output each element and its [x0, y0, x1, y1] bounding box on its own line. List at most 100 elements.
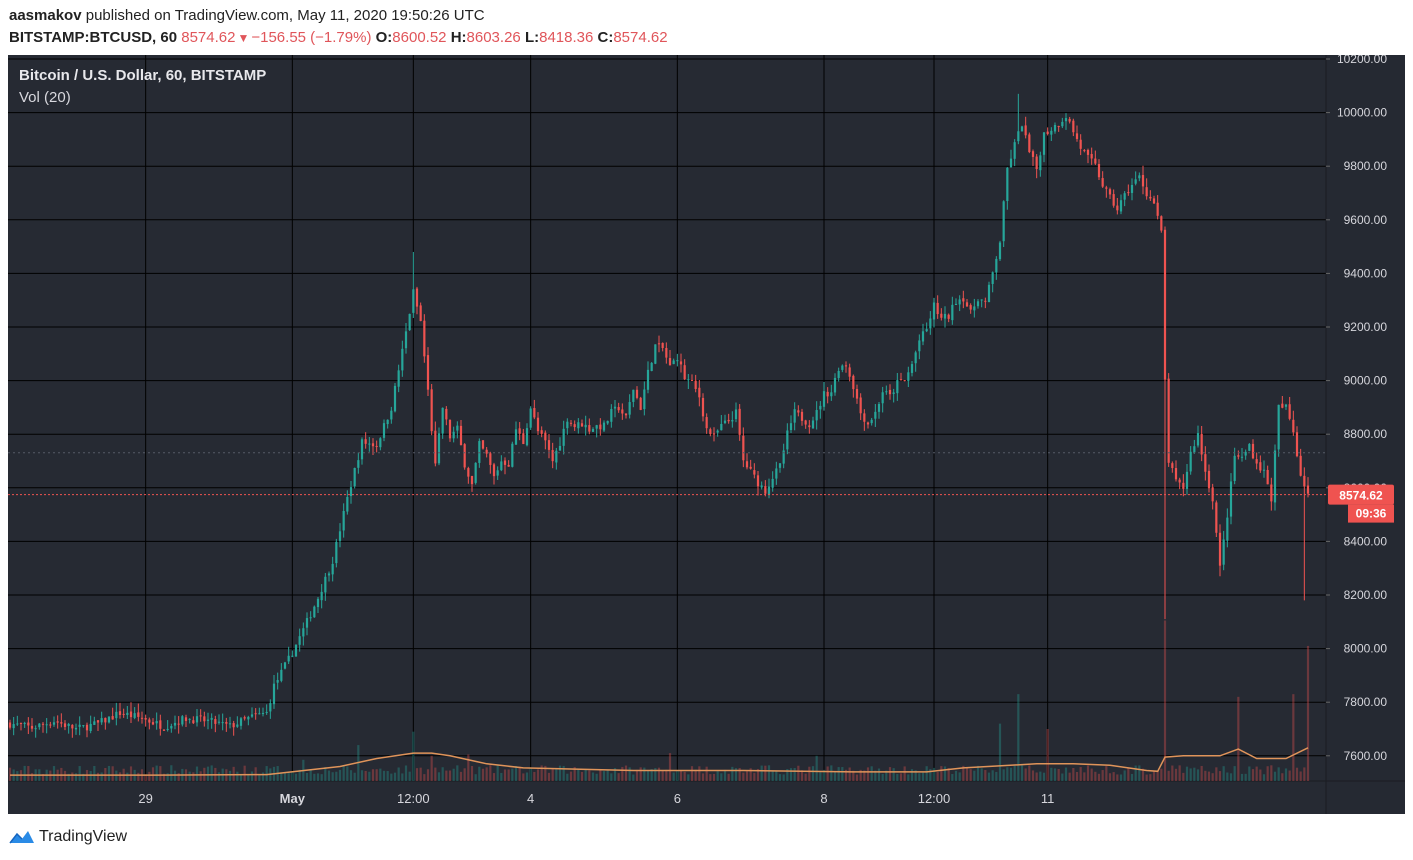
volume-bar: [346, 766, 349, 781]
published-text: published on TradingView.com, May 11, 20…: [85, 7, 485, 24]
chart-area[interactable]: 7600.007800.008000.008200.008400.008600.…: [8, 55, 1405, 814]
candle-body: [243, 717, 246, 719]
volume-bar: [188, 771, 191, 781]
volume-bar: [672, 772, 675, 781]
candle-body: [778, 463, 782, 468]
volume-bar: [100, 772, 103, 781]
volume-bar: [1251, 769, 1255, 781]
volume-bar: [27, 766, 30, 781]
volume-bar: [1193, 767, 1196, 781]
close-label: C:: [597, 29, 614, 46]
volume-bar: [995, 771, 998, 781]
volume-bar: [929, 769, 932, 781]
volume-bar: [866, 767, 870, 781]
candle-body: [797, 410, 800, 413]
candle-body: [67, 723, 70, 726]
price-tick-label: 7800.00: [1344, 695, 1388, 709]
publisher-name[interactable]: aasmakov: [9, 7, 82, 24]
candle-body: [474, 462, 477, 483]
candle-body: [771, 478, 774, 488]
candle-body: [588, 425, 591, 432]
candle-body: [305, 618, 309, 628]
volume-bar: [976, 765, 980, 781]
price-tick-label: 9600.00: [1344, 213, 1388, 227]
candle-body: [85, 724, 89, 731]
volume-bar: [155, 765, 158, 781]
candle-body: [8, 722, 12, 728]
volume-bar: [1226, 772, 1229, 781]
candle-body: [551, 450, 554, 462]
candle-body: [217, 721, 221, 723]
candle-body: [206, 719, 210, 721]
candle-body: [415, 288, 419, 307]
volume-bar: [415, 768, 419, 781]
volume-bar: [973, 770, 976, 781]
candle-body: [1101, 178, 1104, 187]
volume-bar: [1244, 773, 1247, 781]
volume-bar: [1039, 771, 1042, 781]
volume-bar: [1240, 773, 1244, 781]
candle-body: [1244, 451, 1247, 456]
candle-body: [998, 242, 1002, 260]
candle-body: [698, 387, 701, 398]
candle-body: [1112, 194, 1115, 206]
candle-body: [298, 636, 301, 645]
volume-bar: [635, 769, 639, 781]
volume-bar: [397, 767, 400, 781]
last-price-badge: [1328, 484, 1394, 505]
candle-body: [49, 724, 52, 726]
volume-bar: [335, 771, 338, 781]
volume-bar: [1160, 768, 1163, 781]
volume-bar: [1119, 774, 1123, 781]
volume-bar: [1284, 768, 1288, 781]
candle-body: [1042, 132, 1046, 155]
volume-bar: [1204, 770, 1207, 781]
candle-body: [848, 367, 851, 377]
volume-bar: [379, 768, 382, 781]
candle-body: [701, 397, 705, 417]
candle-body: [1061, 121, 1064, 127]
volume-bar: [932, 767, 936, 781]
candle-body: [811, 420, 815, 429]
candle-body: [822, 391, 826, 407]
candle-body: [115, 711, 118, 719]
time-tick-label: 29: [138, 791, 152, 806]
candlestick-chart[interactable]: 7600.007800.008000.008200.008400.008600.…: [8, 55, 1405, 814]
volume-bar: [1031, 770, 1035, 781]
candle-body: [1174, 468, 1178, 480]
volume-bar: [1035, 772, 1038, 781]
volume-bar: [1086, 765, 1090, 781]
candle-body: [104, 717, 107, 723]
candle-body: [236, 724, 239, 727]
candle-body: [584, 424, 587, 428]
time-tick-label: 4: [527, 791, 534, 806]
candle-body: [166, 728, 169, 730]
volume-bar: [309, 769, 312, 781]
candle-body: [859, 397, 862, 414]
volume-bar: [1255, 766, 1258, 781]
volume-bar: [1020, 765, 1024, 781]
volume-bar: [448, 770, 452, 781]
candle-body: [562, 428, 565, 446]
volume-bar: [753, 772, 756, 781]
candle-body: [1156, 202, 1159, 216]
volume-bar: [360, 770, 364, 781]
candle-body: [467, 468, 470, 477]
candle-body: [1270, 484, 1273, 502]
candle-body: [1233, 455, 1236, 481]
volume-bar: [1222, 766, 1225, 781]
volume-bar: [74, 773, 78, 781]
volume-bar: [716, 771, 719, 781]
candle-body: [1218, 532, 1222, 566]
volume-bar: [496, 765, 499, 781]
volume-bar: [144, 774, 147, 781]
volume-bar: [874, 770, 877, 781]
tradingview-logo[interactable]: TradingView: [9, 826, 127, 848]
candle-body: [577, 422, 580, 429]
candle-body: [34, 728, 37, 730]
volume-indicator-label[interactable]: Vol (20): [19, 89, 71, 106]
candle-body: [500, 461, 503, 471]
candle-body: [23, 722, 26, 724]
volume-bar: [1174, 768, 1178, 781]
volume-bar: [1061, 773, 1064, 781]
